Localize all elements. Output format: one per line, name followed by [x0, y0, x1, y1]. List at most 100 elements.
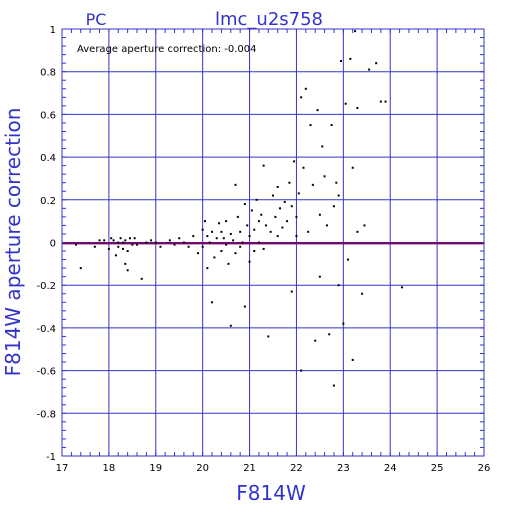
data-point: [253, 250, 256, 253]
average-annotation: Average aperture correction: -0.004: [77, 44, 257, 55]
data-point: [311, 183, 314, 186]
data-point: [206, 235, 209, 238]
data-point: [307, 230, 310, 233]
data-point: [267, 335, 270, 338]
data-point: [246, 224, 249, 227]
x-tick-label: 18: [103, 463, 116, 474]
data-point: [201, 245, 204, 248]
data-point: [229, 324, 232, 327]
data-point: [318, 275, 321, 278]
y-tick-label: 0.6: [40, 110, 56, 121]
data-point: [304, 87, 307, 90]
data-point: [250, 209, 253, 212]
x-tick-label: 24: [384, 463, 397, 474]
data-point: [124, 239, 127, 242]
data-point: [220, 230, 223, 233]
data-point: [196, 252, 199, 255]
data-point: [356, 106, 359, 109]
data-point: [117, 245, 120, 248]
data-point: [178, 237, 181, 240]
data-point: [290, 290, 293, 293]
y-tick-label: -0.2: [36, 281, 56, 292]
data-point: [220, 250, 223, 253]
data-point: [227, 262, 230, 265]
data-point: [375, 62, 378, 65]
data-point: [262, 164, 265, 167]
data-point: [335, 181, 338, 184]
data-point: [342, 322, 345, 325]
data-point: [330, 124, 333, 127]
data-point: [288, 181, 291, 184]
y-axis-label: F814W aperture correction: [1, 108, 25, 377]
data-point: [225, 220, 228, 223]
data-point: [276, 235, 279, 238]
data-point: [145, 241, 148, 244]
data-point: [272, 194, 274, 197]
data-point: [239, 230, 242, 233]
y-tick-label: -0.6: [36, 367, 56, 378]
data-point: [379, 100, 382, 103]
data-point: [121, 241, 124, 244]
x-tick-label: 23: [337, 463, 350, 474]
data-point: [332, 205, 335, 208]
data-point: [344, 102, 347, 105]
data-point: [121, 247, 124, 250]
data-point: [213, 256, 216, 259]
data-point: [281, 226, 284, 229]
data-point: [150, 239, 153, 242]
data-point: [354, 30, 357, 33]
y-tick-label: -0.4: [36, 324, 56, 335]
data-point: [339, 60, 342, 63]
data-point: [75, 243, 78, 246]
data-point: [243, 203, 246, 206]
data-point: [126, 250, 129, 253]
data-point: [279, 207, 282, 210]
data-point: [140, 277, 143, 280]
data-point: [215, 237, 218, 240]
data-point: [300, 369, 303, 372]
data-point: [93, 245, 96, 248]
data-point: [133, 237, 136, 240]
data-points: [75, 30, 403, 387]
data-point: [274, 215, 277, 218]
data-point: [323, 175, 326, 178]
data-point: [260, 213, 263, 216]
data-point: [363, 224, 366, 227]
data-point: [295, 235, 298, 238]
data-point: [257, 241, 260, 244]
data-point: [222, 237, 225, 240]
data-point: [295, 215, 298, 218]
data-point: [201, 228, 204, 231]
data-point: [98, 239, 101, 242]
data-point: [79, 267, 82, 270]
data-point: [337, 284, 340, 287]
data-point: [302, 166, 305, 169]
data-point: [119, 237, 122, 240]
data-point: [351, 166, 354, 169]
data-point: [117, 241, 120, 244]
x-axis-label: F814W: [236, 481, 306, 505]
x-tick-labels: 17 18 19 20 21 22 23 24 25 26: [56, 463, 491, 474]
x-tick-label: 25: [431, 463, 444, 474]
data-point: [318, 213, 321, 216]
data-point: [262, 247, 265, 250]
y-tick-label: 0.4: [40, 153, 56, 164]
y-tick-label: -1: [46, 452, 56, 463]
data-point: [114, 254, 117, 257]
data-point: [182, 241, 185, 244]
data-point: [248, 260, 251, 263]
data-point: [269, 230, 272, 233]
x-tick-label: 17: [56, 463, 69, 474]
data-point: [136, 243, 139, 246]
data-point: [206, 267, 209, 270]
data-point: [234, 183, 237, 186]
x-tick-label: 22: [290, 463, 303, 474]
data-point: [159, 245, 162, 248]
chart-subtitle: PC: [86, 10, 107, 29]
data-point: [248, 235, 251, 238]
data-point: [154, 241, 157, 244]
data-point: [192, 235, 195, 238]
data-point: [110, 237, 113, 240]
